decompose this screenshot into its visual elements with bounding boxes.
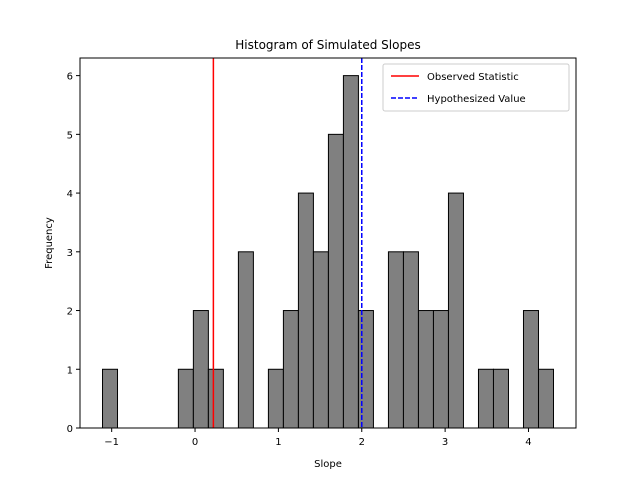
histogram-bar <box>357 310 374 429</box>
histogram-bar <box>342 75 359 429</box>
histogram-bar <box>312 251 329 429</box>
x-tick-label: −1 <box>104 437 119 448</box>
y-tick-label: 4 <box>67 189 73 200</box>
bars-group <box>102 75 554 429</box>
histogram-bar <box>522 310 539 429</box>
x-tick-label: 4 <box>525 437 531 448</box>
x-axis-ticks: −1 0 1 2 3 4 <box>104 428 532 448</box>
y-axis-label: Frequency <box>44 217 55 269</box>
histogram-bar <box>282 310 299 429</box>
histogram-bar <box>537 368 554 429</box>
histogram-bar <box>432 310 449 429</box>
histogram-bar <box>402 251 419 429</box>
histogram-bar <box>327 133 344 429</box>
histogram-bar <box>267 368 284 429</box>
histogram-bar <box>387 251 404 429</box>
histogram-bar <box>297 192 314 429</box>
histogram-bar <box>492 368 509 429</box>
y-tick-label: 6 <box>67 72 73 83</box>
y-axis-ticks: 0 1 2 3 4 5 6 <box>67 72 80 435</box>
legend-label: Hypothesized Value <box>427 94 526 105</box>
histogram-bar <box>102 368 119 429</box>
legend-box <box>382 63 570 112</box>
y-tick-label: 3 <box>67 248 73 259</box>
x-tick-label: 1 <box>275 437 281 448</box>
y-tick-label: 1 <box>67 365 73 376</box>
y-tick-label: 2 <box>67 307 73 318</box>
x-tick-label: 0 <box>192 437 198 448</box>
plot-frame <box>79 57 577 429</box>
x-axis-label: Slope <box>314 459 342 470</box>
histogram-bar <box>177 368 194 429</box>
histogram-bar <box>207 368 224 429</box>
histogram-bar <box>237 251 254 429</box>
legend-label: Observed Statistic <box>427 72 519 83</box>
reference-lines-group <box>212 58 363 428</box>
histogram-bar <box>417 310 434 429</box>
legend: Observed Statistic Hypothesized Value <box>382 63 570 112</box>
y-tick-label: 5 <box>67 130 73 141</box>
histogram-bar <box>192 310 209 429</box>
histogram-bar <box>477 368 494 429</box>
histogram-bar <box>447 192 464 429</box>
chart-title: Histogram of Simulated Slopes <box>235 38 420 52</box>
y-tick-label: 0 <box>67 424 73 435</box>
x-tick-label: 2 <box>359 437 365 448</box>
x-tick-label: 3 <box>442 437 448 448</box>
